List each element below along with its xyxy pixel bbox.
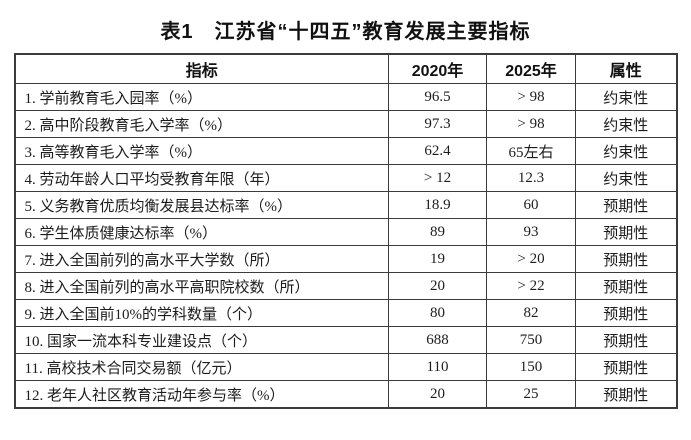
indicator-cell: 5. 义务教育优质均衡发展县达标率（%） [14,191,389,219]
value-2025-cell: 12.3 [486,164,576,192]
value-2020-cell: 80 [388,299,487,327]
attribute-cell: 约束性 [575,164,677,192]
table-row: 11. 高校技术合同交易额（亿元） 110 150 预期性 [14,353,677,381]
value-2020-cell: 688 [388,326,487,354]
attribute-cell: 约束性 [575,83,677,111]
indicator-cell: 6. 学生体质健康达标率（%） [14,218,389,246]
indicator-cell: 2. 高中阶段教育毛入学率（%） [14,110,389,138]
table-row: 10. 国家一流本科专业建设点（个） 688 750 预期性 [14,326,677,354]
value-2025-cell: > 98 [486,83,576,111]
table-row: 3. 高等教育毛入学率（%） 62.4 65左右 约束性 [14,137,677,165]
value-2020-cell: 97.3 [388,110,487,138]
indicator-cell: 8. 进入全国前列的高水平高职院校数（所） [14,272,389,300]
value-2025-cell: 65左右 [486,137,576,165]
value-2020-cell: 20 [388,380,487,409]
table-row: 2. 高中阶段教育毛入学率（%） 97.3 > 98 约束性 [14,110,677,138]
attribute-cell: 约束性 [575,137,677,165]
value-2020-cell: 110 [388,353,487,381]
attribute-cell: 预期性 [575,380,677,409]
table-row: 5. 义务教育优质均衡发展县达标率（%） 18.9 60 预期性 [14,191,677,219]
table-row: 1. 学前教育毛入园率（%） 96.5 > 98 约束性 [14,83,677,111]
indicator-cell: 4. 劳动年龄人口平均受教育年限（年） [14,164,389,192]
value-2025-cell: 750 [486,326,576,354]
indicator-cell: 11. 高校技术合同交易额（亿元） [14,353,389,381]
value-2020-cell: > 12 [388,164,487,192]
value-2025-cell: 93 [486,218,576,246]
value-2025-cell: > 98 [486,110,576,138]
value-2020-cell: 19 [388,245,487,273]
attribute-cell: 预期性 [575,272,677,300]
table-row: 7. 进入全国前列的高水平大学数（所） 19 > 20 预期性 [14,245,677,273]
indicator-cell: 12. 老年人社区教育活动年参与率（%） [14,380,389,409]
attribute-cell: 预期性 [575,218,677,246]
value-2025-cell: 25 [486,380,576,409]
value-2020-cell: 62.4 [388,137,487,165]
table-row: 4. 劳动年龄人口平均受教育年限（年） > 12 12.3 约束性 [14,164,677,192]
indicator-table: 指标 2020年 2025年 属性 1. 学前教育毛入园率（%） 96.5 > … [13,53,678,409]
attribute-cell: 预期性 [575,191,677,219]
page-title: 表1 江苏省“十四五”教育发展主要指标 [160,21,531,43]
attribute-cell: 约束性 [575,110,677,138]
table-row: 8. 进入全国前列的高水平高职院校数（所） 20 > 22 预期性 [14,272,677,300]
attribute-cell: 预期性 [575,245,677,273]
table-row: 6. 学生体质健康达标率（%） 89 93 预期性 [14,218,677,246]
attribute-cell: 预期性 [575,326,677,354]
header-attribute: 属性 [575,53,677,84]
attribute-cell: 预期性 [575,353,677,381]
value-2020-cell: 18.9 [388,191,487,219]
value-2020-cell: 96.5 [388,83,487,111]
indicator-cell: 7. 进入全国前列的高水平大学数（所） [14,245,389,273]
table-row: 12. 老年人社区教育活动年参与率（%） 20 25 预期性 [14,380,677,409]
value-2025-cell: 60 [486,191,576,219]
indicator-cell: 3. 高等教育毛入学率（%） [14,137,389,165]
header-indicator: 指标 [14,53,389,84]
table-row: 9. 进入全国前10%的学科数量（个） 80 82 预期性 [14,299,677,327]
value-2025-cell: 150 [486,353,576,381]
value-2020-cell: 20 [388,272,487,300]
header-2025: 2025年 [486,53,576,84]
value-2020-cell: 89 [388,218,487,246]
indicator-cell: 9. 进入全国前10%的学科数量（个） [14,299,389,327]
indicator-cell: 1. 学前教育毛入园率（%） [14,83,389,111]
header-2020: 2020年 [388,53,487,84]
table-header-row: 指标 2020年 2025年 属性 [14,53,677,84]
indicator-cell: 10. 国家一流本科专业建设点（个） [14,326,389,354]
value-2025-cell: > 20 [486,245,576,273]
value-2025-cell: > 22 [486,272,576,300]
attribute-cell: 预期性 [575,299,677,327]
value-2025-cell: 82 [486,299,576,327]
